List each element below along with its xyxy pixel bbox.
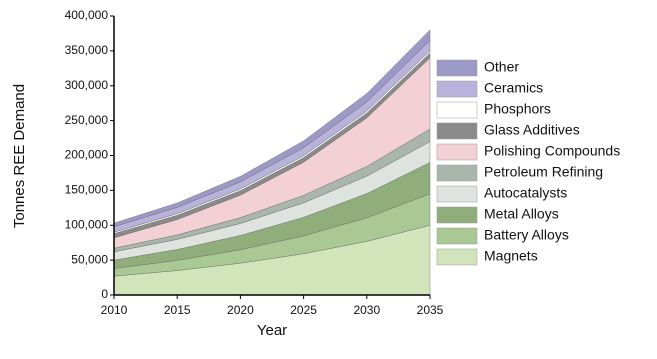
legend-swatch [436,122,478,140]
legend-label: Ceramics [484,80,543,96]
y-tick-label: 350,000 [65,43,109,57]
y-tick-label: 150,000 [65,183,109,197]
area [113,29,431,227]
legend-swatch [436,248,478,266]
legend-label: Phosphors [484,101,551,117]
legend-label: Metal Alloys [484,206,559,222]
y-tick-label: 400,000 [65,8,109,22]
legend-label: Other [484,59,519,75]
x-tick-label: 2015 [164,303,191,317]
y-tick-label: 50,000 [71,252,108,266]
x-axis-title: Year [257,322,287,339]
legend-label: Autocatalysts [484,185,567,201]
y-tick-label: 250,000 [65,113,109,127]
legend-label: Petroleum Refining [484,164,603,180]
y-tick-label: 300,000 [65,78,109,92]
y-tick-label: 200,000 [65,148,109,162]
legend-swatch [436,227,478,245]
legend-swatch [436,143,478,161]
legend-swatch [436,80,478,98]
legend-label: Battery Alloys [484,227,569,243]
legend-swatch [436,164,478,182]
x-tick-label: 2030 [353,303,380,317]
legend-swatch [436,185,478,203]
legend-label: Magnets [484,248,538,264]
y-axis-title: Tonnes REE Demand [11,84,28,228]
x-tick-label: 2020 [227,303,254,317]
x-tick-label: 2010 [101,303,128,317]
x-tick-label: 2025 [290,303,317,317]
y-tick-label: 0 [101,287,108,301]
legend-swatch [436,59,478,77]
plot-areas [113,29,431,296]
legend-swatch [436,101,478,119]
x-tick-label: 2035 [417,303,444,317]
y-tick-label: 100,000 [65,217,109,231]
legend-label: Glass Additives [484,122,580,138]
legend-swatch [436,206,478,224]
legend-label: Polishing Compounds [484,143,620,159]
